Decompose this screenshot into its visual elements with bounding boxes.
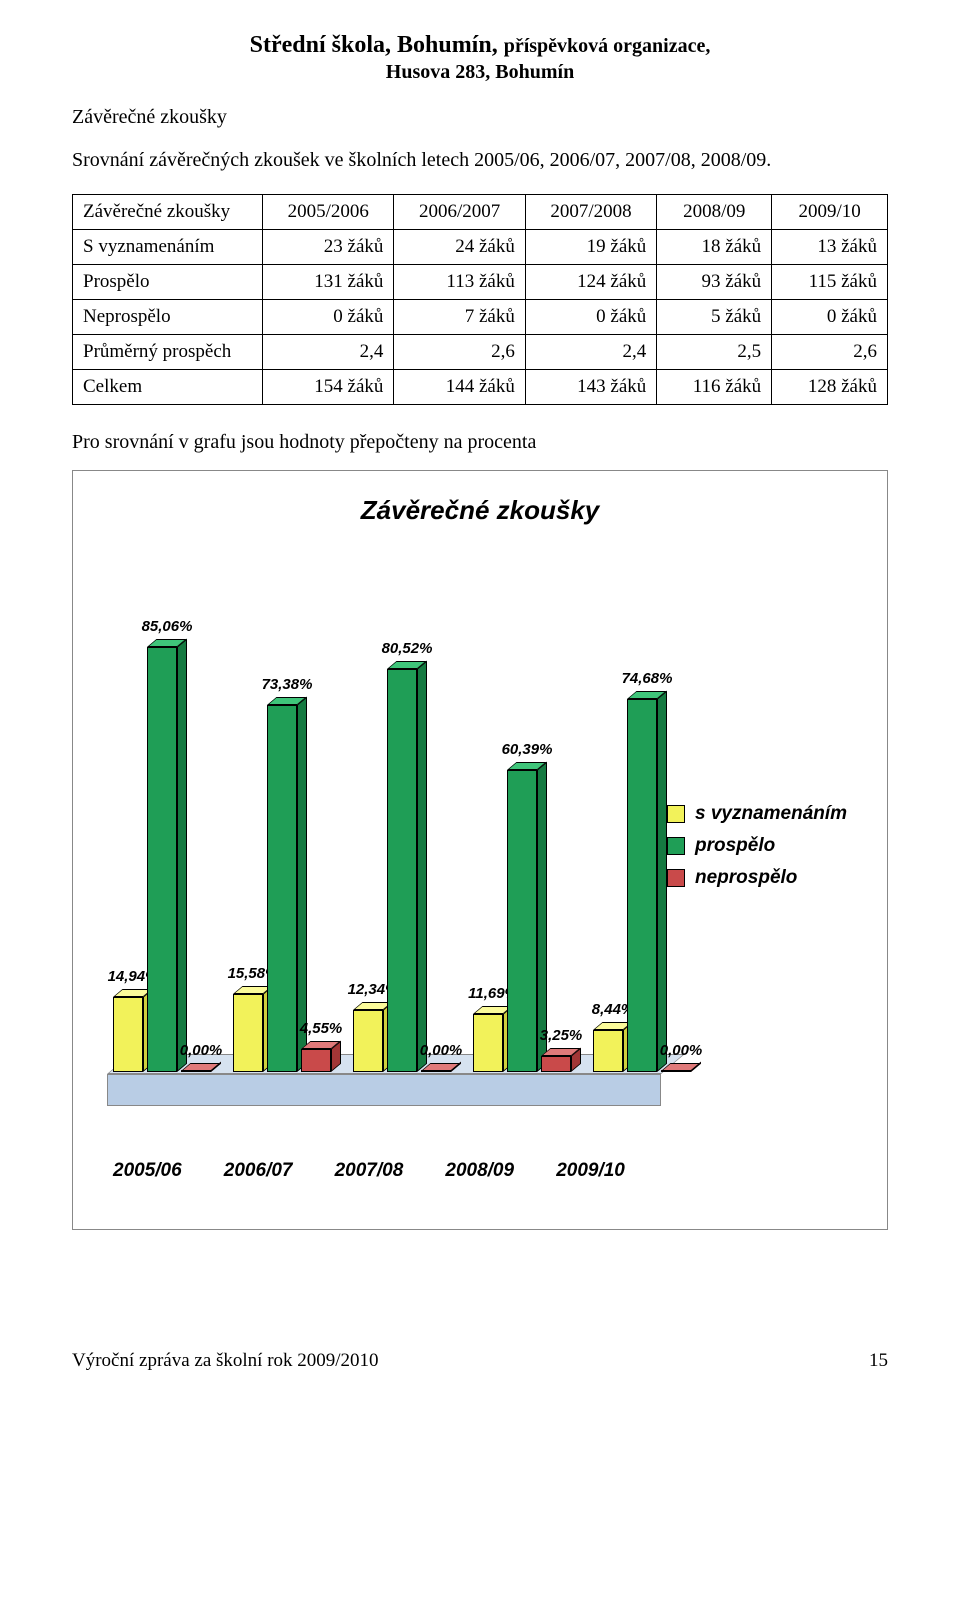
table-cell: 113 žáků xyxy=(394,265,525,300)
chart-bar: 80,52% xyxy=(387,661,427,1072)
table-cell: 0 žáků xyxy=(263,300,394,335)
table-cell: 2,4 xyxy=(525,335,656,370)
chart-bar: 73,38% xyxy=(267,697,307,1072)
table-col-0: 2005/2006 xyxy=(263,195,394,230)
xaxis-tick: 2008/09 xyxy=(439,1160,550,1182)
header-line2: Husova 283, Bohumín xyxy=(72,61,888,84)
chart-bar-label: 85,06% xyxy=(142,618,193,635)
chart-bar-label: 73,38% xyxy=(262,676,313,693)
table-cell: 13 žáků xyxy=(772,230,888,265)
chart-bar-label: 0,00% xyxy=(420,1042,463,1059)
header-title-sub: příspěvková organizace, xyxy=(504,35,711,57)
chart-bar: 85,06% xyxy=(147,639,187,1072)
table-row-label: Prospělo xyxy=(73,265,263,300)
table-col-2: 2007/2008 xyxy=(525,195,656,230)
chart-bar-label: 0,00% xyxy=(180,1042,223,1059)
page-footer: Výroční zpráva za školní rok 2009/2010 1… xyxy=(72,1350,888,1372)
page-header: Střední škola, Bohumín, příspěvková orga… xyxy=(72,32,888,84)
table-cell: 2,4 xyxy=(263,335,394,370)
chart-bar-label: 74,68% xyxy=(622,670,673,687)
table-cell: 116 žáků xyxy=(657,370,772,405)
chart-group: 14,94%85,06%0,00% xyxy=(113,546,221,1106)
chart-bar-label: 60,39% xyxy=(502,741,553,758)
table-header-label: Závěrečné zkoušky xyxy=(73,195,263,230)
table-col-1: 2006/2007 xyxy=(394,195,525,230)
chart-bar-label: 0,00% xyxy=(660,1042,703,1059)
table-cell: 2,6 xyxy=(772,335,888,370)
table-cell: 23 žáků xyxy=(263,230,394,265)
chart-caption: Pro srovnání v grafu jsou hodnoty přepoč… xyxy=(72,431,888,454)
table-row: Neprospělo0 žáků7 žáků0 žáků5 žáků0 žáků xyxy=(73,300,888,335)
chart-bar-label: 4,55% xyxy=(300,1020,343,1037)
table-cell: 24 žáků xyxy=(394,230,525,265)
table-cell: 0 žáků xyxy=(772,300,888,335)
table-cell: 5 žáků xyxy=(657,300,772,335)
legend-label: s vyznamenáním xyxy=(695,803,847,825)
chart-group: 12,34%80,52%0,00% xyxy=(353,546,461,1106)
chart-bar-label: 3,25% xyxy=(540,1027,583,1044)
table-cell: 144 žáků xyxy=(394,370,525,405)
table-cell: 131 žáků xyxy=(263,265,394,300)
header-title-main: Střední škola, Bohumín, xyxy=(250,32,498,58)
table-cell: 93 žáků xyxy=(657,265,772,300)
xaxis-tick: 2005/06 xyxy=(107,1160,218,1182)
table-row-label: S vyznamenáním xyxy=(73,230,263,265)
table-row: Prospělo131 žáků113 žáků124 žáků93 žáků1… xyxy=(73,265,888,300)
table-header-row: Závěrečné zkoušky 2005/2006 2006/2007 20… xyxy=(73,195,888,230)
chart-bar: 74,68% xyxy=(627,691,667,1072)
chart-plot-area: 14,94%85,06%0,00%15,58%73,38%4,55%12,34%… xyxy=(107,546,661,1106)
chart-group: 8,44%74,68%0,00% xyxy=(593,546,701,1106)
table-row-label: Průměrný prospěch xyxy=(73,335,263,370)
legend-label: neprospělo xyxy=(695,867,797,889)
table-cell: 124 žáků xyxy=(525,265,656,300)
table-cell: 19 žáků xyxy=(525,230,656,265)
table-row-label: Celkem xyxy=(73,370,263,405)
table-row: S vyznamenáním23 žáků24 žáků19 žáků18 žá… xyxy=(73,230,888,265)
table-cell: 18 žáků xyxy=(657,230,772,265)
table-col-3: 2008/09 xyxy=(657,195,772,230)
chart-bar: 60,39% xyxy=(507,762,547,1072)
table-cell: 2,5 xyxy=(657,335,772,370)
table-cell: 2,6 xyxy=(394,335,525,370)
chart-group: 11,69%60,39%3,25% xyxy=(473,546,581,1106)
intro-text: Srovnání závěrečných zkoušek ve školních… xyxy=(72,149,888,172)
xaxis-tick: 2006/07 xyxy=(218,1160,329,1182)
legend-label: prospělo xyxy=(695,835,775,857)
xaxis-tick: 2007/08 xyxy=(329,1160,440,1182)
chart-bar: 3,25% xyxy=(541,1048,581,1072)
table-cell: 115 žáků xyxy=(772,265,888,300)
section-title: Závěrečné zkoušky xyxy=(72,106,888,129)
table-cell: 0 žáků xyxy=(525,300,656,335)
table-cell: 154 žáků xyxy=(263,370,394,405)
table-cell: 7 žáků xyxy=(394,300,525,335)
chart-container: Závěrečné zkoušky 14,94%85,06%0,00%15,58… xyxy=(72,470,888,1230)
chart-title: Závěrečné zkoušky xyxy=(83,495,877,526)
table-cell: 143 žáků xyxy=(525,370,656,405)
chart-bar: 0,00% xyxy=(661,1063,701,1072)
chart-bar: 4,55% xyxy=(301,1041,341,1072)
xaxis-tick: 2009/10 xyxy=(550,1160,661,1182)
table-row-label: Neprospělo xyxy=(73,300,263,335)
chart-bar: 0,00% xyxy=(421,1063,461,1072)
table-row: Celkem154 žáků144 žáků143 žáků116 žáků12… xyxy=(73,370,888,405)
footer-left: Výroční zpráva za školní rok 2009/2010 xyxy=(72,1350,379,1372)
chart-xaxis: 2005/062006/072007/082008/092009/10 xyxy=(107,1160,877,1182)
table-col-4: 2009/10 xyxy=(772,195,888,230)
header-line1: Střední škola, Bohumín, příspěvková orga… xyxy=(72,32,888,59)
chart-bar: 0,00% xyxy=(181,1063,221,1072)
footer-right: 15 xyxy=(869,1350,888,1372)
chart-bar-label: 80,52% xyxy=(382,640,433,657)
table-cell: 128 žáků xyxy=(772,370,888,405)
table-row: Průměrný prospěch2,42,62,42,52,6 xyxy=(73,335,888,370)
data-table: Závěrečné zkoušky 2005/2006 2006/2007 20… xyxy=(72,194,888,405)
chart-group: 15,58%73,38%4,55% xyxy=(233,546,341,1106)
